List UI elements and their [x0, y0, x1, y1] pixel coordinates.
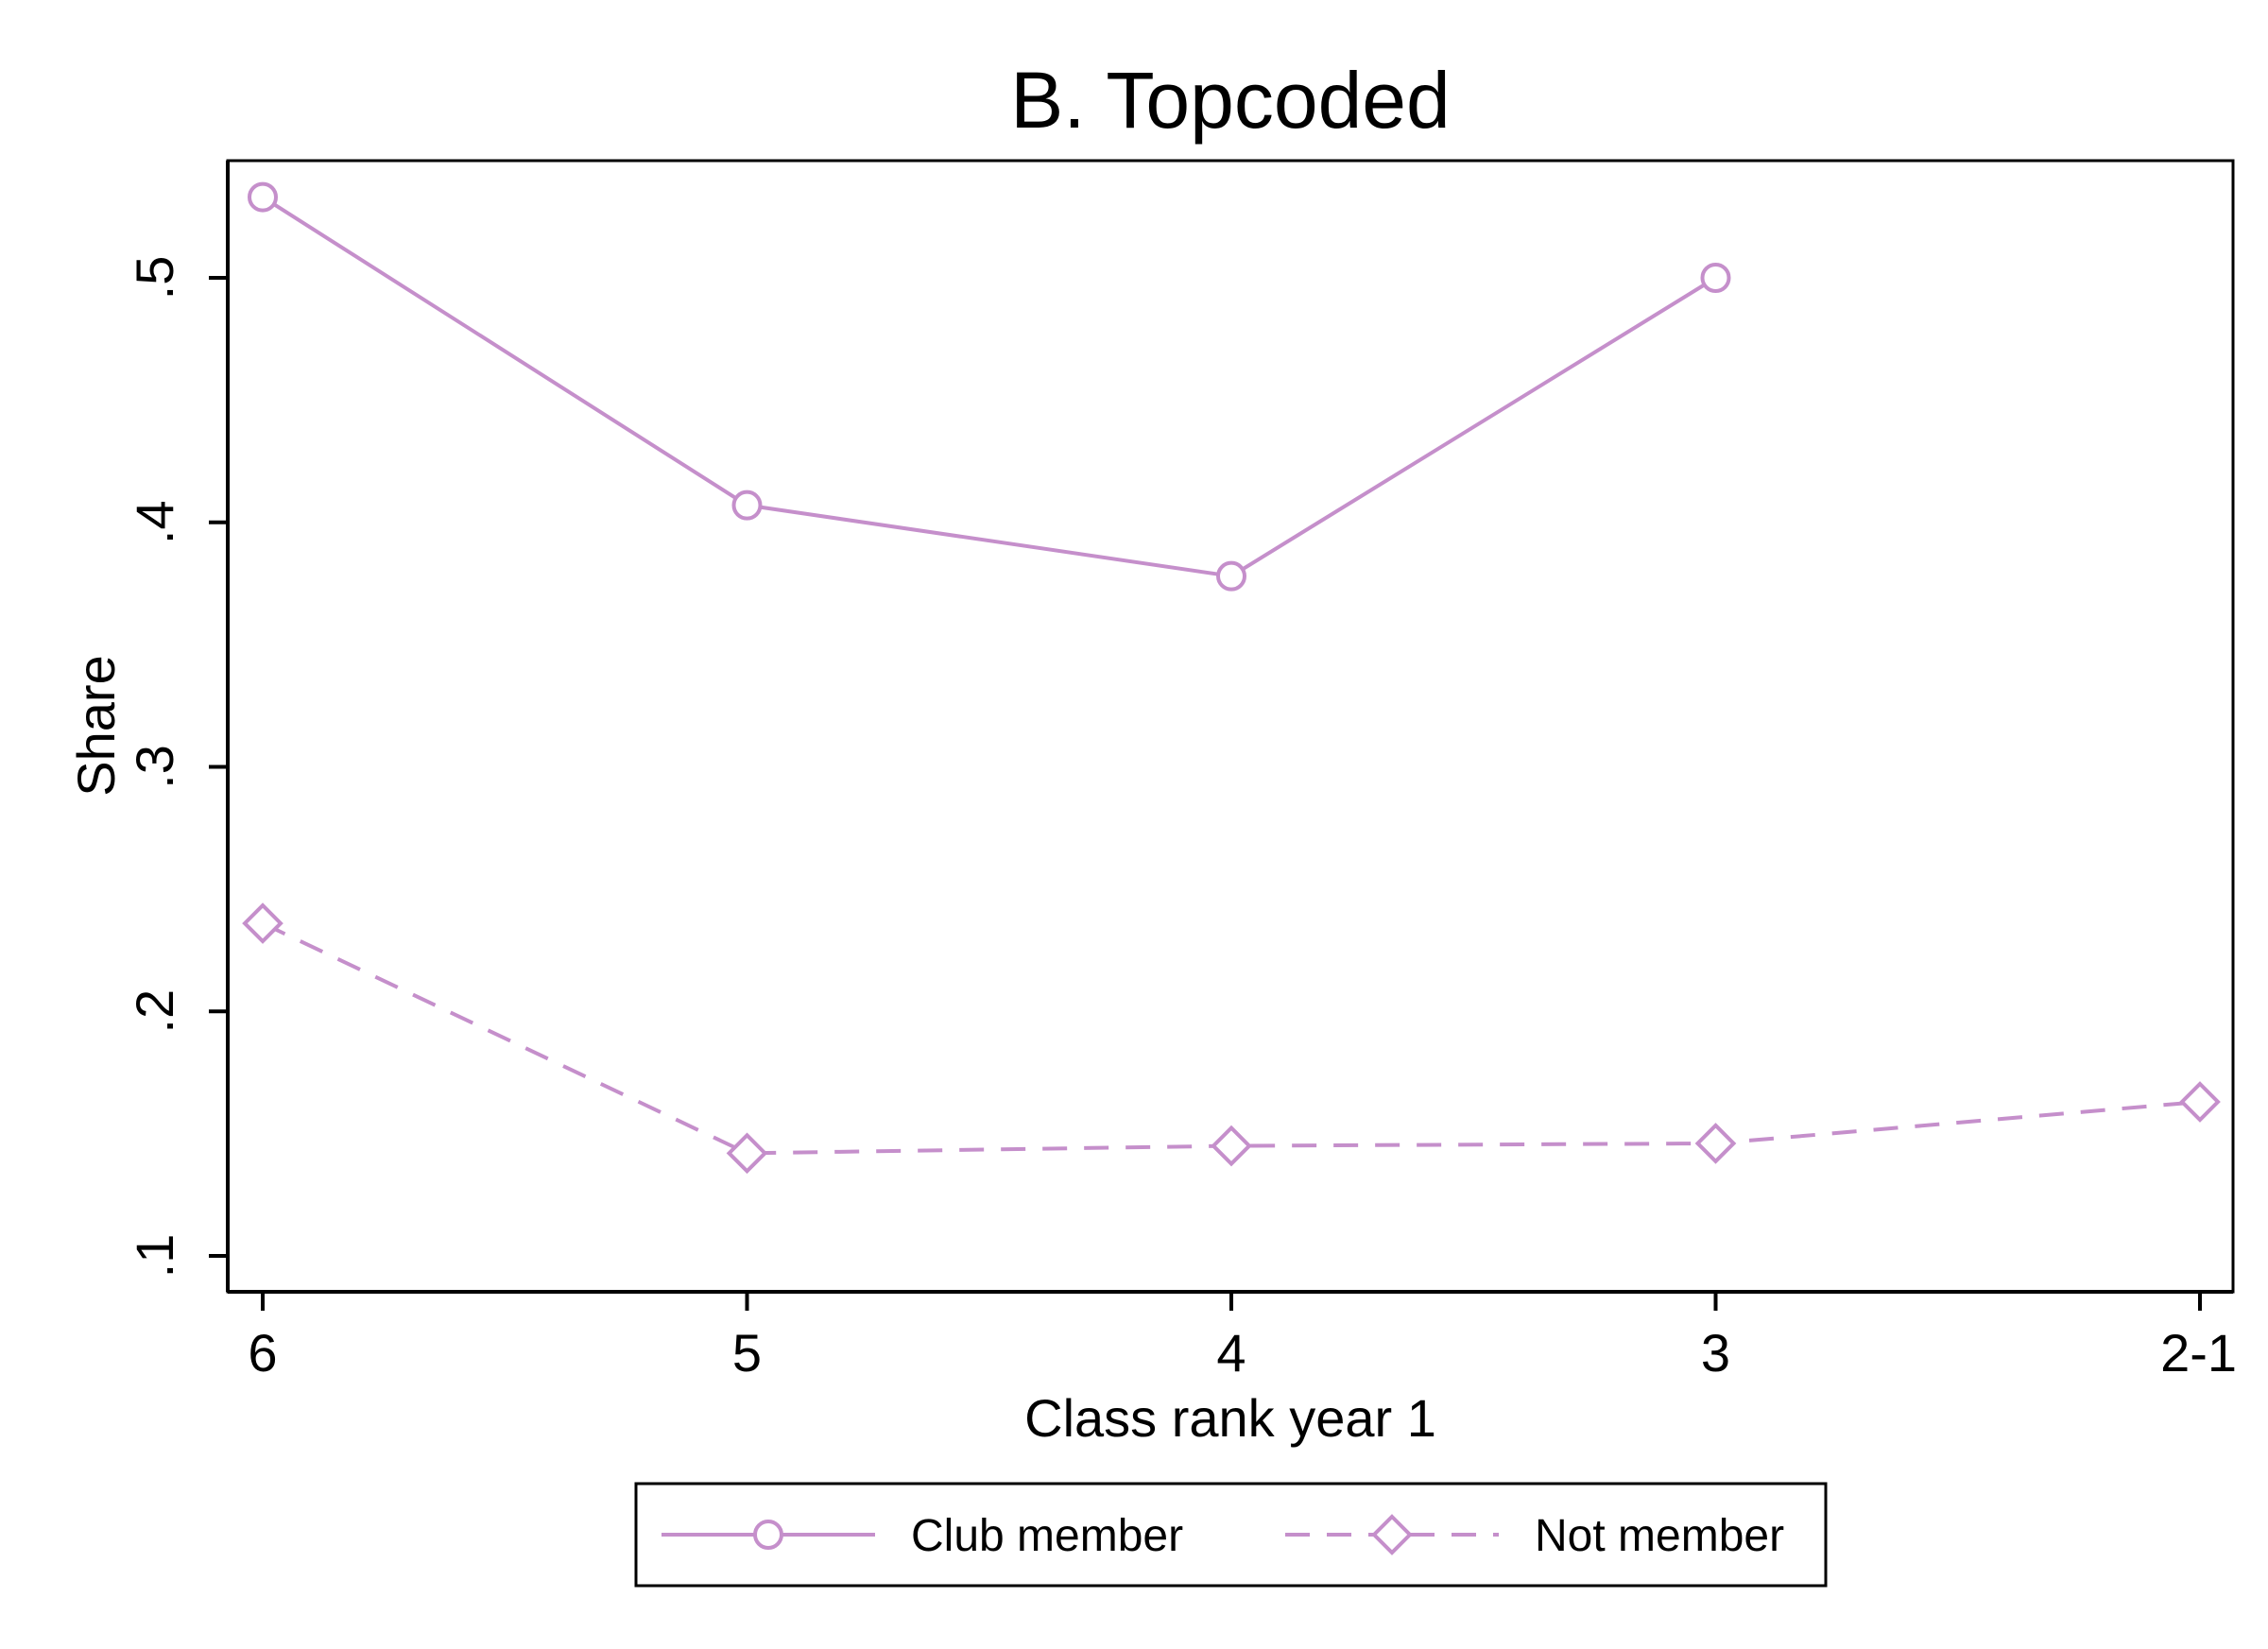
chart-title: B. Topcoded	[1010, 56, 1451, 145]
data-point-not-member	[726, 1132, 768, 1175]
series-line-club-member	[261, 195, 1717, 578]
data-series-layer	[242, 181, 2221, 1175]
data-point-not-member	[242, 902, 284, 944]
data-point-not-member	[2179, 1081, 2221, 1123]
series-line-not-member	[262, 921, 2201, 1156]
legend-label-club-member: Club member	[911, 1511, 1183, 1561]
y-axis-label: Share	[66, 655, 126, 796]
y-tick-label: .2	[125, 989, 184, 1034]
plot-area-frame	[226, 159, 2235, 1294]
x-tick-label: 2-1	[2160, 1323, 2237, 1383]
legend-item-club-member: Club member	[662, 1511, 1183, 1561]
data-point-club-member	[248, 181, 278, 213]
data-point-club-member	[1216, 560, 1246, 592]
legend: Club member Not member	[634, 1482, 1828, 1588]
legend-circle-marker	[753, 1520, 783, 1550]
legend-diamond-marker	[1371, 1514, 1413, 1555]
x-tick-label: 6	[248, 1323, 277, 1383]
y-tick-label: .4	[125, 500, 184, 544]
x-tick-label: 3	[1701, 1323, 1730, 1383]
y-tick-label: .1	[125, 1234, 184, 1279]
x-tick-label: 4	[1216, 1323, 1246, 1383]
legend-item-not-member: Not member	[1285, 1511, 1784, 1561]
data-point-club-member	[1700, 263, 1731, 293]
x-tick-label: 5	[732, 1323, 762, 1383]
y-tick-label: .3	[125, 745, 184, 789]
y-axis-ticks: .1 .2 .3 .4 .5	[125, 256, 228, 1279]
data-point-not-member	[1211, 1125, 1252, 1167]
legend-label-not-member: Not member	[1535, 1511, 1784, 1561]
y-tick-label: .5	[125, 256, 184, 301]
data-point-not-member	[1694, 1123, 1737, 1164]
x-axis-label: Class rank year 1	[1024, 1388, 1436, 1448]
data-point-club-member	[731, 490, 763, 521]
x-axis-ticks: 6 5 4 3 2-1	[248, 1292, 2237, 1383]
